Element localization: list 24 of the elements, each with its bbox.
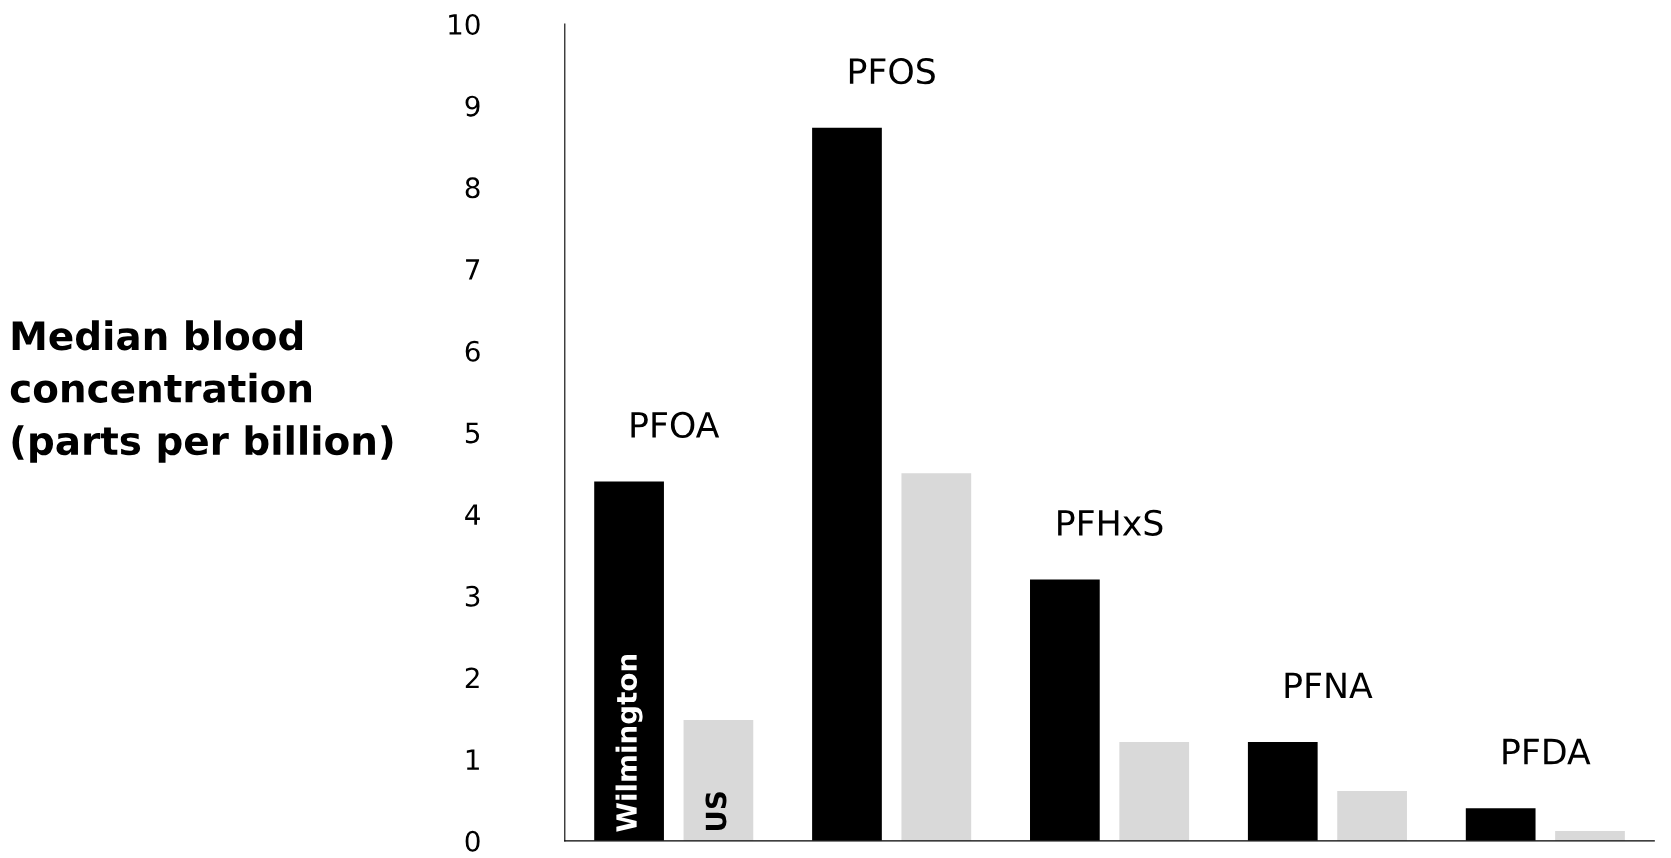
y-tick-label: 8 (465, 177, 480, 199)
x-tick-label: PFOA (631, 411, 720, 438)
y-tick-label: 1 (466, 749, 479, 770)
x-tick-label: PFOS (849, 58, 935, 85)
y-axis-title: Median blood concentration (parts per billion) (10, 320, 393, 463)
y-tick-label: 9 (465, 95, 480, 117)
bar (1337, 791, 1407, 841)
y-tick-label: 6 (465, 340, 480, 362)
x-tick-label: PFHxS (1058, 509, 1163, 536)
y-tick-label: 10 (449, 13, 480, 35)
y-tick-label: 0 (465, 830, 480, 852)
x-tick-label: PFDA (1503, 738, 1591, 765)
series-label: US (705, 792, 727, 831)
y-tick-label: 2 (465, 667, 479, 689)
series-label: Wilmington (615, 654, 643, 832)
y-tick-label: 4 (465, 504, 480, 525)
bar (1555, 831, 1625, 841)
bar (683, 719, 754, 841)
y-tick-label: 3 (465, 585, 480, 607)
y-tick-label: 5 (465, 422, 480, 444)
y-tick-label: 7 (466, 259, 480, 280)
bar (901, 473, 972, 841)
x-tick-label: PFNA (1285, 672, 1373, 699)
bar (1119, 742, 1190, 841)
